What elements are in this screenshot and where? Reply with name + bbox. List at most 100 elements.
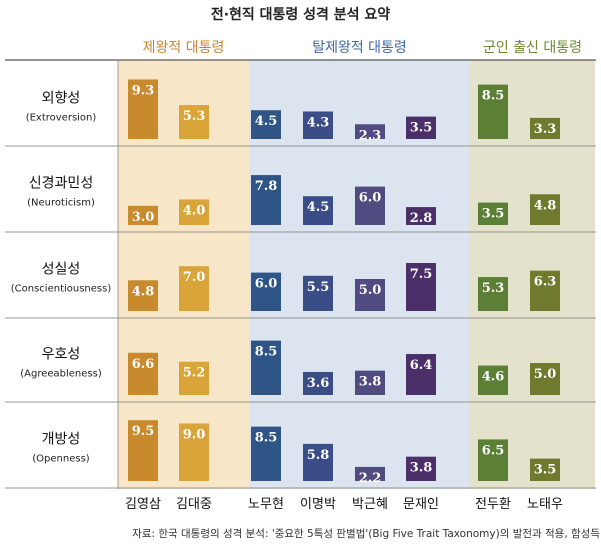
bar bbox=[251, 110, 281, 139]
bar bbox=[251, 426, 281, 481]
data-label: 3.0 bbox=[132, 210, 155, 225]
bar bbox=[179, 105, 209, 139]
data-label: 4.3 bbox=[307, 115, 330, 130]
data-label: 4.0 bbox=[183, 203, 206, 218]
row-label: 우호성 bbox=[42, 347, 81, 363]
bar bbox=[179, 199, 209, 225]
row-label: 외향성 bbox=[42, 91, 81, 107]
data-label: 4.5 bbox=[307, 200, 330, 215]
bar bbox=[478, 202, 508, 225]
data-label: 9.5 bbox=[132, 424, 155, 439]
x-tick-label: 노무현 bbox=[248, 497, 284, 512]
x-tick-label: 김영삼 bbox=[125, 497, 161, 512]
x-tick-label: 이명박 bbox=[300, 497, 336, 512]
data-label: 9.3 bbox=[132, 83, 155, 98]
data-label: 8.5 bbox=[482, 89, 505, 104]
data-label: 4.8 bbox=[132, 284, 155, 299]
x-tick-label: 김대중 bbox=[176, 497, 212, 512]
bar bbox=[303, 196, 333, 225]
data-label: 3.8 bbox=[359, 375, 382, 390]
bar bbox=[406, 354, 436, 395]
bar bbox=[128, 420, 158, 481]
bar bbox=[303, 275, 333, 311]
x-tick-label: 전두환 bbox=[475, 497, 511, 512]
bar bbox=[530, 363, 560, 395]
data-label: 6.0 bbox=[255, 277, 278, 292]
data-label: 3.6 bbox=[307, 376, 330, 391]
data-label: 5.3 bbox=[183, 109, 206, 124]
bar bbox=[355, 466, 385, 481]
bar bbox=[251, 340, 281, 395]
data-label: 5.2 bbox=[183, 366, 206, 381]
row-label: 성실성 bbox=[42, 262, 81, 278]
x-tick-label: 문재인 bbox=[403, 497, 439, 512]
x-tick-label: 노태우 bbox=[527, 497, 563, 512]
data-label: 8.5 bbox=[255, 431, 278, 446]
bar bbox=[128, 352, 158, 395]
bar bbox=[406, 207, 436, 225]
bar bbox=[478, 365, 508, 395]
data-label: 5.3 bbox=[482, 281, 505, 296]
data-label: 4.8 bbox=[534, 198, 557, 213]
data-label: 2.2 bbox=[359, 471, 382, 486]
data-label: 6.4 bbox=[410, 358, 433, 373]
data-label: 4.5 bbox=[255, 114, 278, 129]
data-label: 5.0 bbox=[359, 283, 382, 298]
data-label: 7.5 bbox=[410, 267, 433, 282]
bar bbox=[355, 124, 385, 139]
data-label: 2.3 bbox=[359, 128, 382, 143]
data-label: 8.5 bbox=[255, 345, 278, 360]
data-label: 3.5 bbox=[410, 121, 433, 136]
group-title-2: 탈제왕적 대통령 bbox=[312, 40, 407, 56]
data-label: 6.5 bbox=[482, 443, 505, 458]
data-label: 4.6 bbox=[482, 370, 505, 385]
bar bbox=[128, 280, 158, 311]
bar bbox=[251, 272, 281, 311]
data-label: 2.8 bbox=[410, 211, 433, 226]
bar bbox=[530, 458, 560, 481]
data-label: 3.5 bbox=[482, 207, 505, 222]
data-label: 6.0 bbox=[359, 191, 382, 206]
data-label: 9.0 bbox=[183, 427, 206, 442]
data-label: 3.8 bbox=[410, 461, 433, 476]
bar bbox=[478, 84, 508, 139]
group-title-3: 군인 출신 대통령 bbox=[483, 40, 582, 56]
source-note: 자료: 한국 대통령의 성격 분석: '중요한 5특성 판별법'(Big Fiv… bbox=[132, 528, 600, 540]
data-label: 7.8 bbox=[255, 179, 278, 194]
bar bbox=[128, 205, 158, 225]
bar bbox=[406, 116, 436, 139]
bar bbox=[406, 263, 436, 311]
row-sublabel: (Neuroticism) bbox=[27, 198, 95, 209]
bar bbox=[128, 79, 158, 139]
row-sublabel: (Extroversion) bbox=[26, 113, 97, 124]
bar bbox=[530, 194, 560, 225]
data-label: 5.8 bbox=[307, 448, 330, 463]
bar bbox=[251, 175, 281, 225]
row-label: 개방성 bbox=[42, 432, 81, 448]
bar bbox=[355, 279, 385, 311]
row-label: 신경과민성 bbox=[29, 176, 93, 192]
data-label: 7.0 bbox=[183, 270, 206, 285]
bar bbox=[530, 117, 560, 139]
bar bbox=[179, 361, 209, 395]
data-label: 5.0 bbox=[534, 367, 557, 382]
bar bbox=[355, 186, 385, 225]
data-label: 3.3 bbox=[534, 122, 557, 137]
bar bbox=[355, 370, 385, 395]
row-sublabel: (Conscientiousness) bbox=[11, 284, 112, 295]
data-label: 6.6 bbox=[132, 357, 155, 372]
bar bbox=[478, 277, 508, 311]
bar bbox=[179, 266, 209, 311]
chart-title: 전·현직 대통령 성격 분석 요약 bbox=[210, 7, 391, 23]
x-tick-label: 박근혜 bbox=[352, 497, 388, 512]
bar bbox=[303, 443, 333, 481]
bar bbox=[406, 456, 436, 481]
data-label: 5.5 bbox=[307, 280, 330, 295]
group-title-1: 제왕적 대통령 bbox=[143, 40, 225, 56]
data-label: 3.5 bbox=[534, 463, 557, 478]
row-sublabel: (Agreeableness) bbox=[20, 369, 102, 380]
row-sublabel: (Openness) bbox=[32, 454, 90, 465]
bar bbox=[303, 371, 333, 395]
data-label: 6.3 bbox=[534, 275, 557, 290]
